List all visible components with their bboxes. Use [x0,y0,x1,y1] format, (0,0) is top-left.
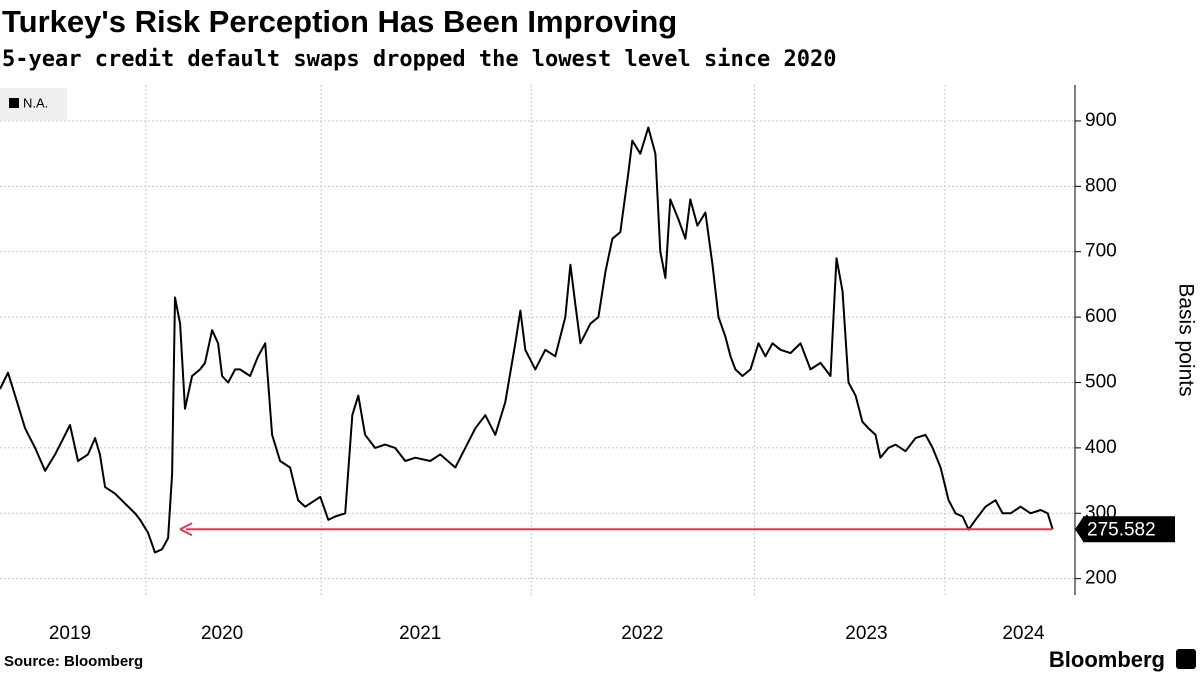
chart-subtitle: 5-year credit default swaps dropped the … [2,47,836,72]
x-tick-label: 2020 [201,623,243,644]
y-tick-label: 200 [1085,568,1117,589]
y-tick-label: 500 [1085,372,1117,393]
y-tick-label: 700 [1085,241,1117,262]
y-tick-label: 900 [1085,110,1117,131]
x-tick-label: 2019 [49,623,91,644]
last-value-label: 275.582 [1087,519,1156,540]
x-tick-label: 2021 [399,623,441,644]
x-tick-label: 2022 [621,623,663,644]
source: Source: Bloomberg [4,653,143,670]
legend-swatch [9,98,19,108]
y-tick-label: 800 [1085,175,1117,196]
legend-label: N.A. [23,95,48,110]
x-tick-label: 2024 [1002,623,1045,644]
brand-icon [1176,649,1196,669]
brand: Bloomberg [1049,647,1165,672]
arrow-head [179,522,193,537]
data-line [0,126,1054,554]
y-tick-label: 400 [1085,437,1117,458]
chart-title: Turkey's Risk Perception Has Been Improv… [2,4,677,39]
last-value-box [1083,516,1175,543]
y-axis-label: Basis points [1174,283,1197,396]
y-tick-label: 600 [1085,306,1117,327]
x-tick-label: 2023 [845,623,887,644]
last-value-pointer [1075,517,1083,542]
